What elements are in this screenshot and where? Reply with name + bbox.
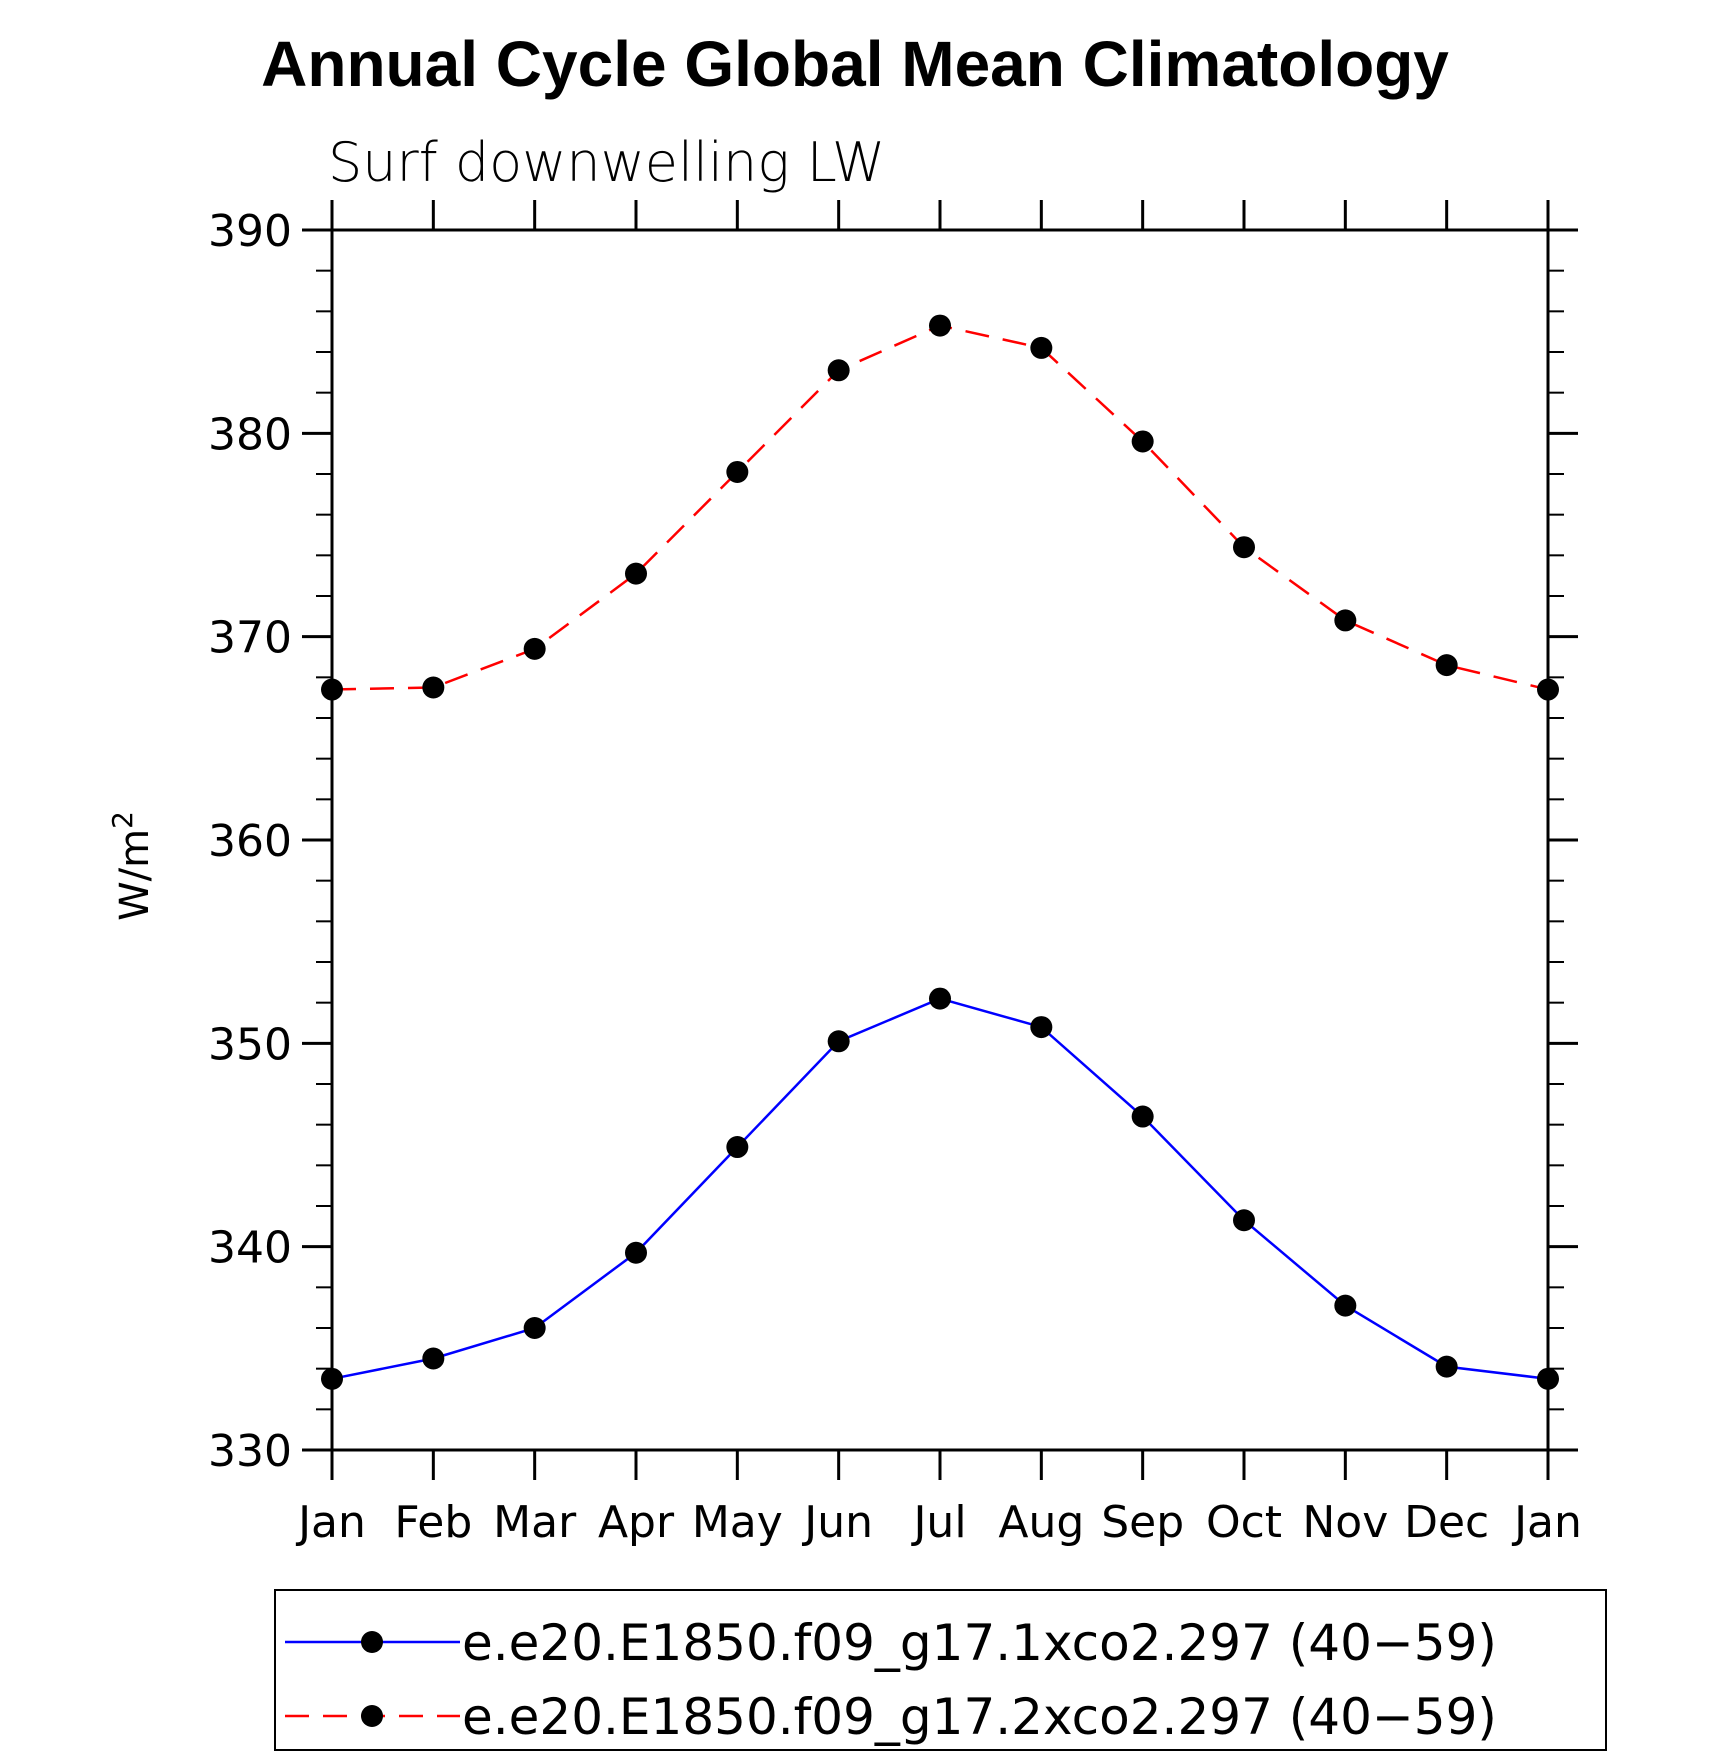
data-point [1537, 678, 1559, 701]
y-axis-label-base: W/m [112, 829, 158, 921]
legend-label: e.e20.E1850.f09_g17.2xco2.297 (40−59) [462, 1688, 1497, 1746]
data-point [1435, 654, 1458, 677]
data-point [422, 1347, 445, 1370]
data-point [1334, 609, 1357, 632]
y-axis-label-superscript: 2 [106, 811, 139, 829]
x-tick-label: May [692, 1497, 783, 1548]
x-tick-label: Jul [910, 1497, 966, 1548]
series-line [331, 324, 1549, 691]
x-tick-label: Jan [295, 1497, 366, 1548]
data-point [523, 1317, 546, 1339]
data-point [726, 460, 749, 483]
y-tick-label: 330 [208, 1426, 292, 1477]
data-point [1435, 1355, 1458, 1378]
data-point [929, 987, 951, 1010]
legend: e.e20.E1850.f09_g17.1xco2.297 (40−59) e.e… [274, 1589, 1607, 1751]
data-point [726, 1136, 749, 1159]
x-tick-label: Sep [1101, 1497, 1184, 1548]
y-tick-label: 350 [208, 1019, 292, 1070]
data-point [625, 562, 647, 585]
legend-box [274, 1589, 1607, 1751]
legend-items: e.e20.E1850.f09_g17.1xco2.297 (40−59) e.e… [285, 1614, 1497, 1746]
data-point [321, 678, 343, 701]
x-tick-label: Oct [1206, 1497, 1282, 1548]
x-tick-label: Dec [1404, 1497, 1489, 1548]
y-tick-label: 380 [208, 409, 292, 460]
y-axis-ticks: 330 340 350 360 370 380 390 [208, 206, 1578, 1477]
x-tick-label: Mar [493, 1497, 577, 1548]
legend-marker [361, 1631, 383, 1653]
series-2 [321, 314, 1559, 701]
data-point [827, 1030, 850, 1053]
x-tick-label: Apr [598, 1497, 675, 1548]
y-tick-label: 360 [208, 816, 292, 867]
series-layer [321, 314, 1559, 1390]
series-1 [321, 987, 1559, 1390]
data-point [929, 314, 951, 337]
x-tick-label: Nov [1302, 1497, 1388, 1548]
legend-label: e.e20.E1850.f09_g17.1xco2.297 (40−59) [462, 1614, 1497, 1672]
x-axis-ticks: Jan Feb Mar Apr May Jun Jul Aug Sep Oct Nov Dec Jan [295, 200, 1582, 1548]
data-point [1030, 336, 1053, 359]
x-tick-label: Aug [998, 1497, 1084, 1548]
plot-frame [330, 228, 1550, 1452]
series-line [331, 997, 1549, 1381]
data-point [1537, 1367, 1559, 1390]
data-point [1131, 1105, 1154, 1128]
legend-marker [361, 1705, 383, 1727]
plot-axes [330, 228, 1550, 1452]
data-point [321, 1367, 343, 1390]
data-point [1030, 1016, 1053, 1039]
data-point [625, 1241, 647, 1264]
y-tick-label: 340 [208, 1223, 292, 1274]
x-tick-label: Jan [1511, 1497, 1582, 1548]
data-point [827, 359, 850, 382]
data-point [1233, 1209, 1255, 1232]
data-point [422, 676, 445, 699]
y-axis-label: W/m2 [106, 811, 158, 921]
data-point [1233, 536, 1255, 559]
x-tick-label: Jun [801, 1497, 873, 1548]
y-tick-label: 390 [208, 206, 292, 257]
chart-title: Annual Cycle Global Mean Climatology [261, 28, 1449, 100]
data-point [523, 637, 546, 660]
x-tick-label: Feb [394, 1497, 472, 1548]
chart-subtitle: Surf downwelling LW [328, 131, 885, 194]
data-point [1131, 430, 1154, 453]
data-point [1334, 1294, 1357, 1317]
y-tick-label: 370 [208, 613, 292, 664]
